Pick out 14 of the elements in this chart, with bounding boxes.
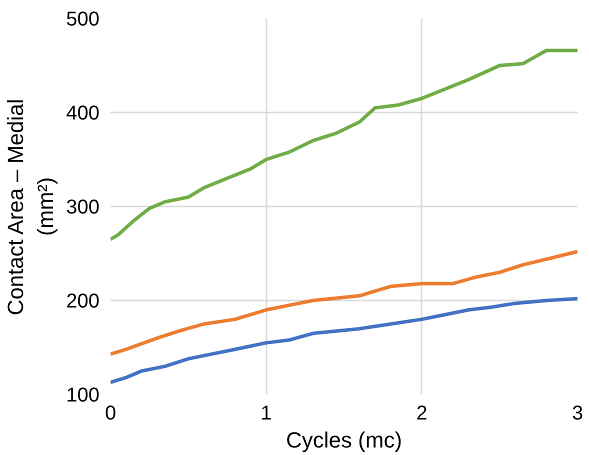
x-tick-label: 0 (104, 402, 116, 424)
line-series (110, 250, 578, 356)
y-tick-label: 300 (66, 196, 100, 218)
y-axis-title: Contact Area – Medial (mm²) (3, 98, 58, 316)
x-tick-label: 1 (260, 402, 272, 424)
y-tick-label: 100 (66, 384, 100, 406)
line-series (110, 48, 578, 242)
x-tick-label: 2 (416, 402, 428, 424)
x-tick-label: 3 (572, 402, 584, 424)
y-tick-label: 500 (66, 8, 100, 30)
y-tick-label: 400 (66, 102, 100, 124)
y-tick-label: 200 (66, 290, 100, 312)
line-series (110, 296, 578, 384)
x-axis-title: Cycles (mc) (286, 428, 402, 452)
